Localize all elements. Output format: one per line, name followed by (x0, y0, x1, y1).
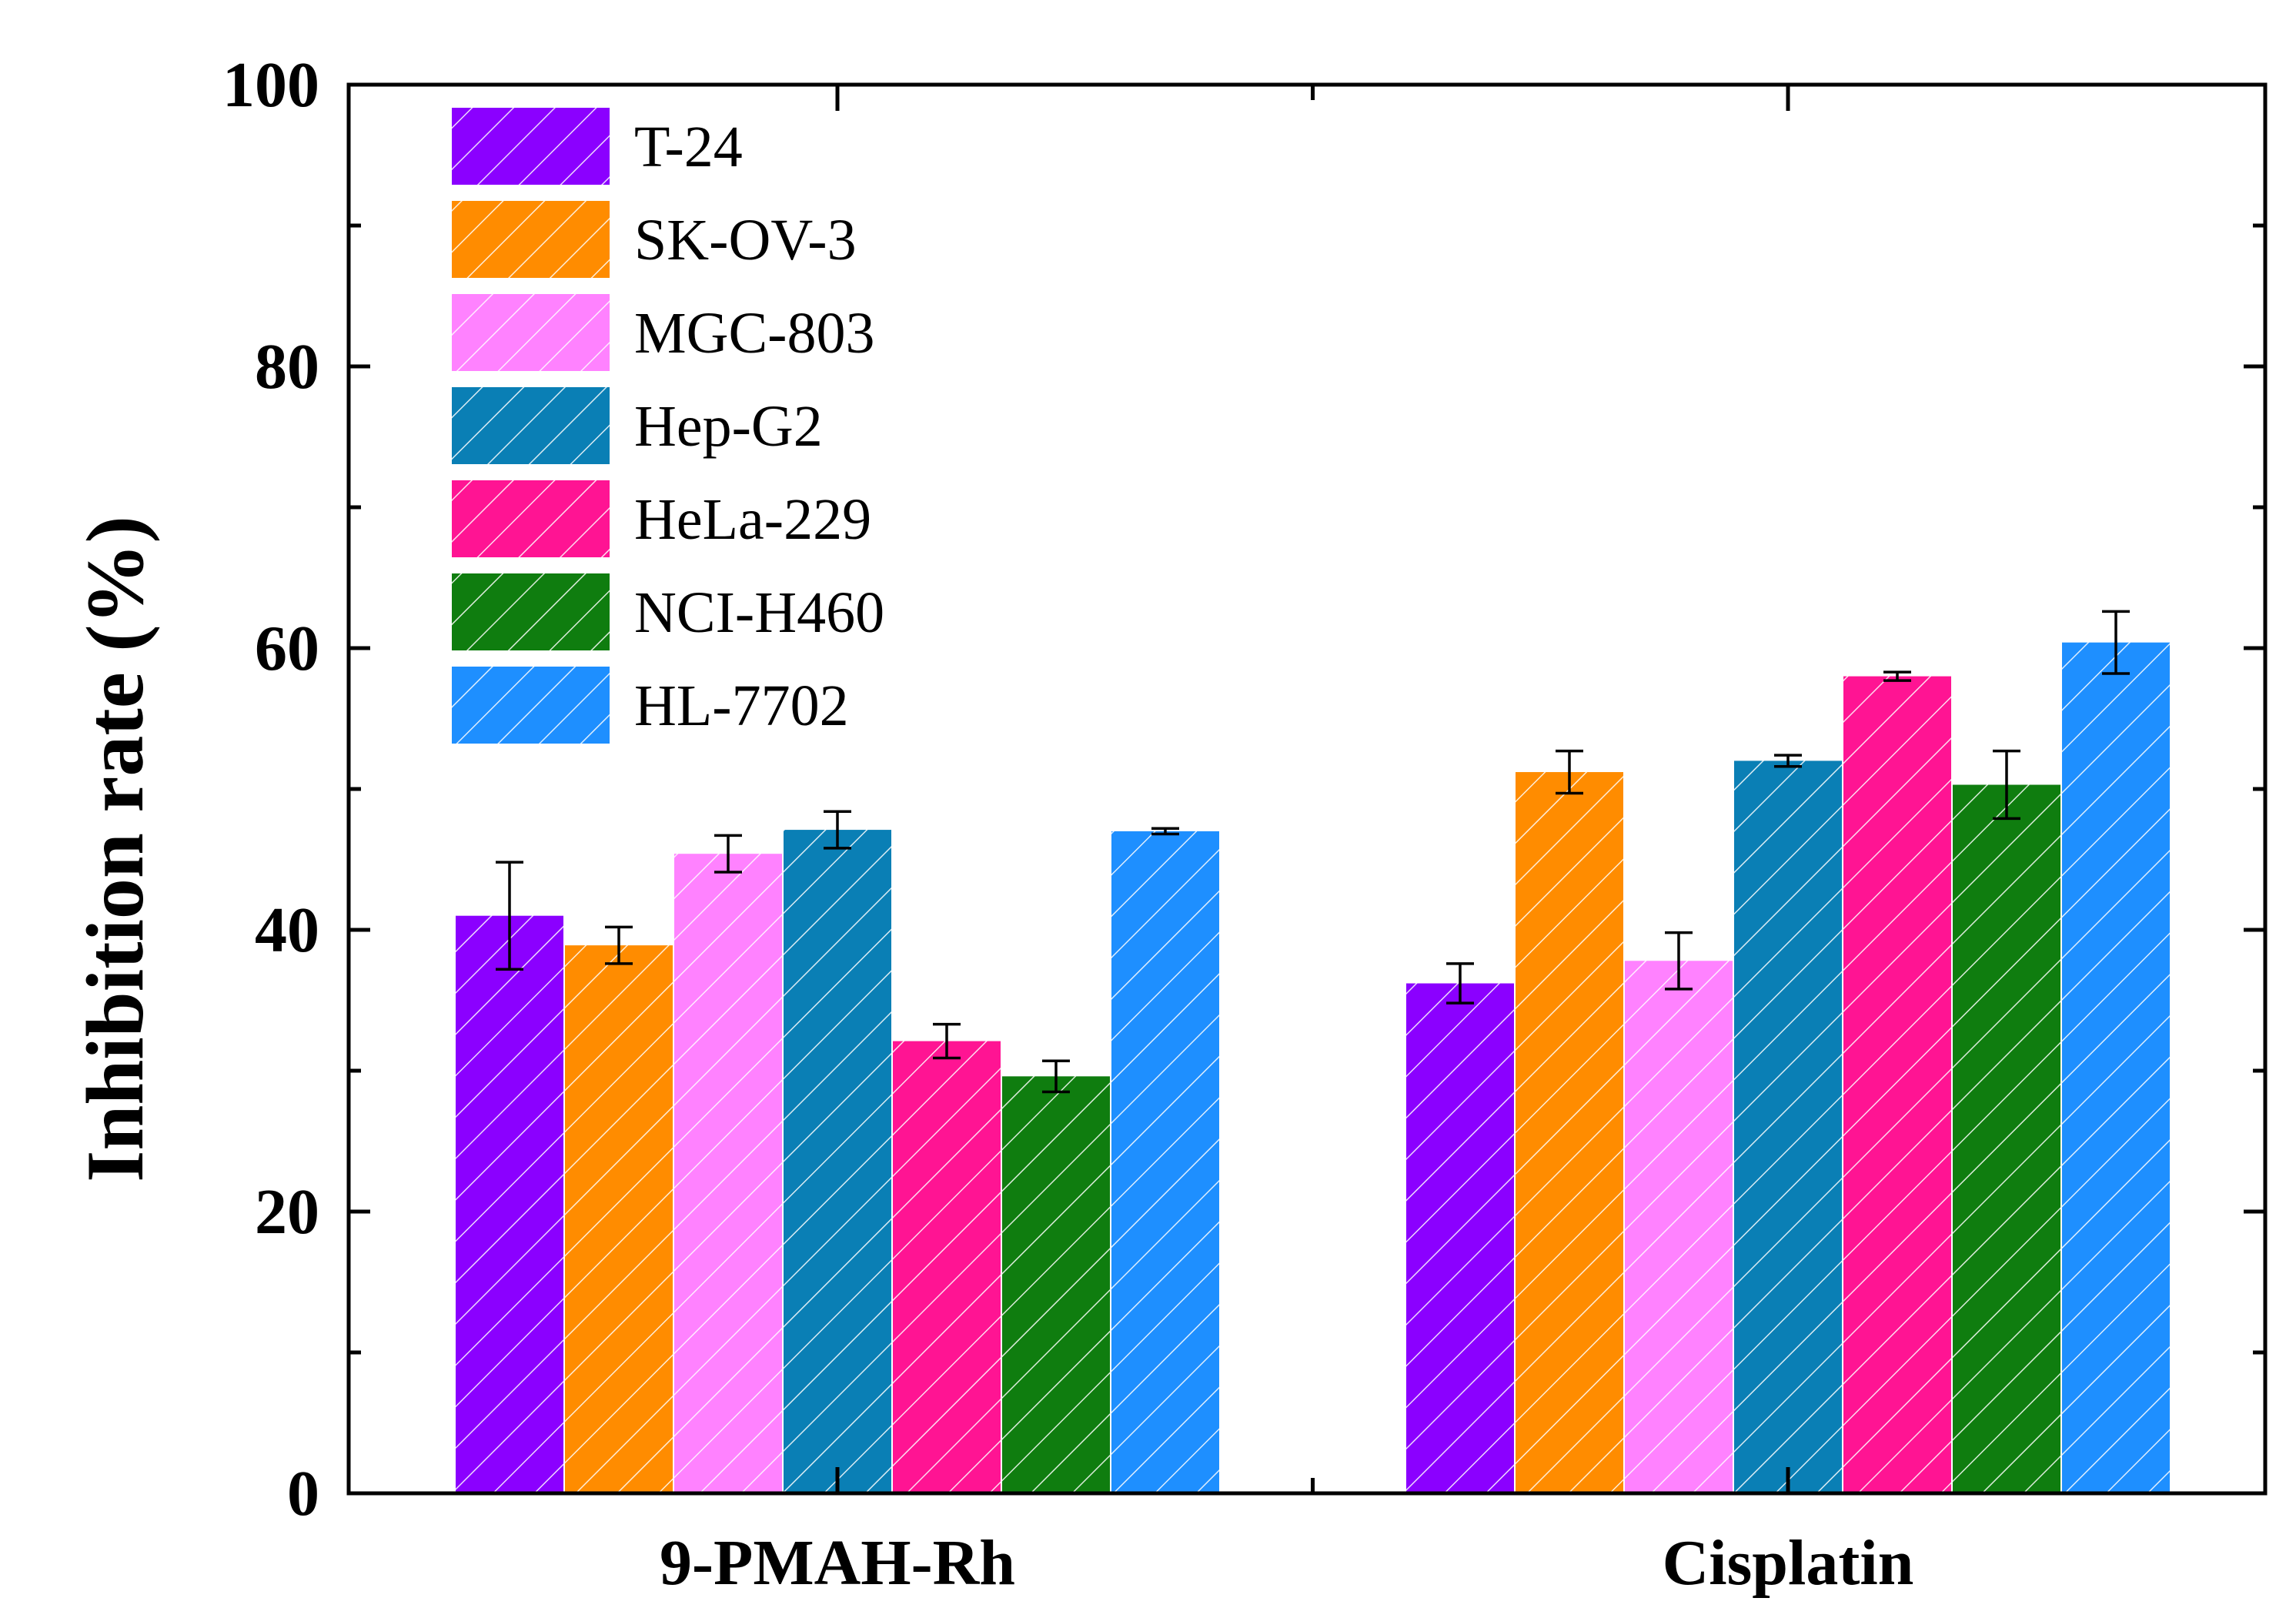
bar-9-pmah-rh-mgc-803 (674, 854, 782, 1493)
x-category-label-9-pmah-rh: 9-PMAH-Rh (660, 1527, 1015, 1599)
legend-label-t-24: T-24 (634, 115, 743, 179)
bar-cisplatin-nci-h460 (1953, 784, 2060, 1493)
y-tick-label-0: 0 (287, 1458, 319, 1529)
errorbar-cisplatin-hela-229 (1883, 670, 1911, 682)
legend-label-hela-229: HeLa-229 (634, 487, 871, 552)
x-category-labels: 9-PMAH-Rh Cisplatin (660, 1527, 1913, 1599)
errorbar-cisplatin-mgc-803 (1665, 931, 1693, 991)
legend-label-mgc-803: MGC-803 (634, 301, 874, 366)
errorbar-9-pmah-rh-t-24 (496, 861, 523, 971)
y-tick-labels: 0 20 40 60 80 100 (222, 49, 319, 1529)
legend-swatch-sk-ov-3 (452, 201, 610, 278)
bar-cisplatin-sk-ov-3 (1516, 772, 1623, 1493)
y-tick-label-2: 40 (255, 894, 319, 966)
legend-label-hep-g2: Hep-G2 (634, 394, 823, 459)
y-tick-label-3: 60 (255, 613, 319, 684)
legend-swatch-hl-7702 (452, 667, 610, 744)
legend-swatch-mgc-803 (452, 294, 610, 371)
bars-layer (456, 642, 2170, 1494)
errorbar-cisplatin-sk-ov-3 (1556, 749, 1583, 795)
y-tick-label-4: 80 (255, 331, 319, 403)
errorbar-cisplatin-hl-7702 (2102, 610, 2130, 675)
bar-9-pmah-rh-sk-ov-3 (565, 945, 673, 1493)
errorbar-9-pmah-rh-sk-ov-3 (605, 925, 633, 965)
legend-swatch-hep-g2 (452, 387, 610, 464)
errorbar-9-pmah-rh-hela-229 (933, 1022, 961, 1060)
bar-cisplatin-hl-7702 (2062, 642, 2170, 1494)
x-category-label-cisplatin: Cisplatin (1663, 1527, 1914, 1599)
errorbar-9-pmah-rh-nci-h460 (1042, 1059, 1070, 1094)
bar-9-pmah-rh-hl-7702 (1111, 831, 1219, 1493)
errorbar-cisplatin-hep-g2 (1774, 754, 1802, 768)
bar-9-pmah-rh-hep-g2 (784, 830, 891, 1493)
legend-swatch-t-24 (452, 108, 610, 185)
y-tick-label-5: 100 (222, 49, 319, 121)
errorbar-9-pmah-rh-hep-g2 (824, 810, 851, 850)
bar-9-pmah-rh-nci-h460 (1002, 1076, 1110, 1493)
bar-9-pmah-rh-hela-229 (893, 1041, 1001, 1493)
legend-label-hl-7702: HL-7702 (634, 674, 849, 738)
legend-swatch-hela-229 (452, 480, 610, 557)
legend: T-24 SK-OV-3 MGC-803 Hep-G2 HeLa-229 NCI-H460… (452, 108, 884, 744)
errorbar-9-pmah-rh-mgc-803 (714, 834, 742, 874)
legend-label-sk-ov-3: SK-OV-3 (634, 208, 857, 272)
errorbar-cisplatin-nci-h460 (1993, 749, 2020, 821)
ticks-layer (349, 82, 2265, 1496)
bar-9-pmah-rh-t-24 (456, 915, 563, 1493)
legend-swatch-nci-h460 (452, 573, 610, 650)
bar-cisplatin-mgc-803 (1625, 961, 1733, 1493)
legend-label-nci-h460: NCI-H460 (634, 580, 884, 645)
bar-cisplatin-t-24 (1406, 983, 1514, 1493)
bar-cisplatin-hep-g2 (1734, 761, 1842, 1493)
y-tick-label-1: 20 (255, 1176, 319, 1248)
errorbars-layer (496, 610, 2130, 1094)
bar-cisplatin-hela-229 (1843, 676, 1951, 1493)
errorbar-9-pmah-rh-hl-7702 (1151, 827, 1179, 836)
y-axis-title: Inhibition rate (%) (70, 516, 160, 1182)
errorbar-cisplatin-t-24 (1446, 962, 1474, 1005)
